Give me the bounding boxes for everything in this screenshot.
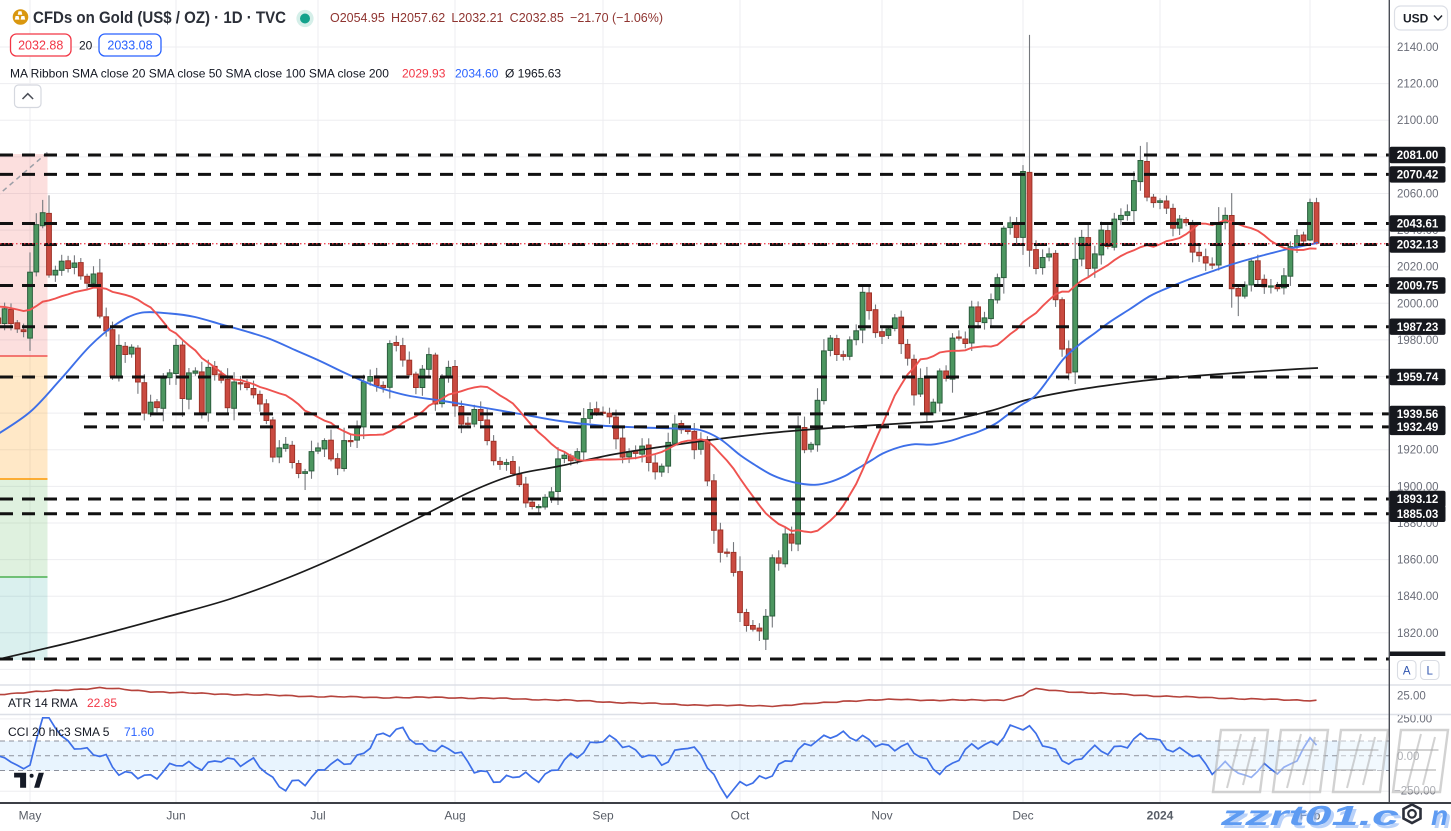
svg-text:zzrt01.c: zzrt01.c — [1222, 803, 1402, 831]
svg-text:2140.00: 2140.00 — [1397, 42, 1439, 54]
svg-text:Dec: Dec — [1012, 809, 1033, 823]
svg-text:CFDs on Gold (US$ / OZ) · 1D ·: CFDs on Gold (US$ / OZ) · 1D · TVC — [33, 9, 286, 27]
svg-text:Sep: Sep — [592, 809, 614, 823]
svg-text:71.60: 71.60 — [124, 725, 154, 739]
svg-text:2032.13: 2032.13 — [1397, 240, 1439, 252]
svg-text:May: May — [19, 809, 42, 823]
svg-text:1860.00: 1860.00 — [1397, 555, 1439, 567]
svg-text:Feb: Feb — [1300, 809, 1321, 823]
svg-text:1820.00: 1820.00 — [1397, 628, 1439, 640]
svg-text:1959.74: 1959.74 — [1397, 372, 1439, 384]
svg-text:A: A — [1403, 666, 1411, 678]
svg-text:2043.61: 2043.61 — [1397, 219, 1439, 231]
svg-text:2070.42: 2070.42 — [1397, 170, 1439, 182]
svg-text:1932.49: 1932.49 — [1397, 422, 1439, 434]
svg-text:2034.60: 2034.60 — [455, 67, 499, 81]
svg-text:Aug: Aug — [444, 809, 465, 823]
svg-text:1980.00: 1980.00 — [1397, 335, 1439, 347]
svg-text:22.85: 22.85 — [87, 696, 117, 710]
svg-text:1939.56: 1939.56 — [1397, 409, 1439, 421]
svg-text:USD: USD — [1403, 12, 1429, 26]
svg-text:CCI 20 hlc3 SMA 5: CCI 20 hlc3 SMA 5 — [8, 725, 110, 739]
svg-text:n: n — [1431, 800, 1448, 831]
svg-text:Nov: Nov — [871, 809, 892, 823]
svg-text:2024: 2024 — [1147, 809, 1174, 823]
svg-text:ATR 14 RMA: ATR 14 RMA — [8, 696, 78, 710]
svg-text:O2054.95 H2057.62 L2032.21 C20: O2054.95 H2057.62 L2032.21 C2032.85 −21.… — [330, 10, 663, 25]
svg-text:2020.00: 2020.00 — [1397, 262, 1439, 274]
svg-text:2100.00: 2100.00 — [1397, 115, 1439, 127]
svg-text:Ø 1965.63: Ø 1965.63 — [505, 67, 561, 81]
svg-text:2081.00: 2081.00 — [1397, 150, 1439, 162]
svg-text:25.00: 25.00 — [1397, 690, 1426, 702]
svg-text:1893.12: 1893.12 — [1397, 494, 1439, 506]
svg-text:2120.00: 2120.00 — [1397, 79, 1439, 91]
svg-text:20: 20 — [79, 39, 93, 53]
svg-text:Jul: Jul — [310, 809, 325, 823]
svg-text:2029.93: 2029.93 — [402, 67, 446, 81]
svg-text:1987.23: 1987.23 — [1397, 322, 1439, 334]
svg-text:MA Ribbon SMA close 20 SMA clo: MA Ribbon SMA close 20 SMA close 50 SMA … — [10, 67, 389, 81]
svg-text:2000.00: 2000.00 — [1397, 298, 1439, 310]
svg-text:n: n — [1434, 803, 1451, 831]
svg-text:L: L — [1426, 666, 1433, 678]
svg-text:1885.03: 1885.03 — [1397, 509, 1439, 521]
svg-text:250.00: 250.00 — [1397, 713, 1432, 725]
svg-text:1840.00: 1840.00 — [1397, 591, 1439, 603]
svg-text:2060.00: 2060.00 — [1397, 189, 1439, 201]
svg-text:Jun: Jun — [166, 809, 185, 823]
svg-text:Oct: Oct — [731, 809, 750, 823]
svg-text:1920.00: 1920.00 — [1397, 445, 1439, 457]
svg-text:2009.75: 2009.75 — [1397, 281, 1439, 293]
svg-text:2033.08: 2033.08 — [107, 39, 152, 53]
svg-text:zzrt01.c: zzrt01.c — [1219, 800, 1399, 831]
svg-text:1900.00: 1900.00 — [1397, 481, 1439, 493]
svg-text:2032.88: 2032.88 — [18, 39, 63, 53]
